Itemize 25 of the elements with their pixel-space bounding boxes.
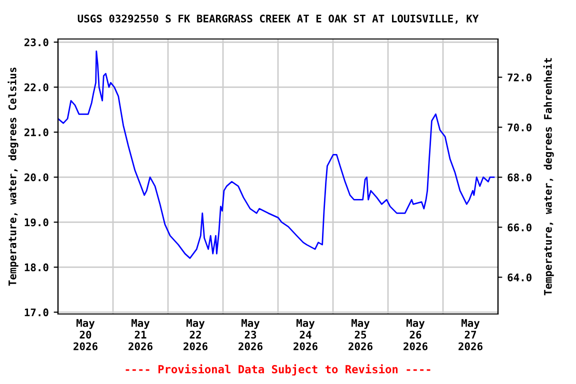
- y2-tick-label: 70.0: [508, 123, 532, 132]
- x-tick-label: May 22 2026: [184, 319, 208, 350]
- text: ---- Provisional Data Subject to Revision ----: [126, 364, 430, 376]
- x-tick-label: May 20 2026: [74, 319, 98, 350]
- y2-tick-label: 72.0: [508, 73, 532, 82]
- x-tick-label: May 23 2026: [238, 319, 262, 350]
- y-axis-title: Temperature, water, degrees Celsius: [8, 68, 18, 286]
- y2-axis-title: Temperature, water, degrees Fahrenheit: [543, 58, 554, 296]
- x-tick-label: May 26 2026: [404, 319, 428, 350]
- y-tick-label: 17.0: [24, 308, 48, 316]
- x-tick-label: May 25 2026: [348, 319, 372, 350]
- line-series: [58, 50, 495, 259]
- y-tick-label: 20.0: [24, 173, 48, 182]
- y2-tick-label: 66.0: [508, 223, 532, 232]
- y-tick-label: 18.0: [24, 263, 48, 272]
- y-tick-label: 21.0: [24, 128, 48, 136]
- y2-tick-label: 64.0: [508, 273, 532, 282]
- y2-tick-label: 68.0: [508, 173, 532, 182]
- y-tick-label: 23.0: [24, 38, 48, 46]
- chart-title: USGS 03292550 S FK BEARGRASS CREEK AT E OAK ST AT LOUISVILLE, KY: [78, 14, 479, 24]
- x-tick-label: May 27 2026: [458, 319, 482, 350]
- y-tick-label: 19.0: [24, 218, 48, 226]
- x-tick-label: May 21 2026: [128, 319, 152, 350]
- x-tick-label: May 24 2026: [294, 319, 318, 350]
- y-tick-label: 22.0: [24, 83, 48, 92]
